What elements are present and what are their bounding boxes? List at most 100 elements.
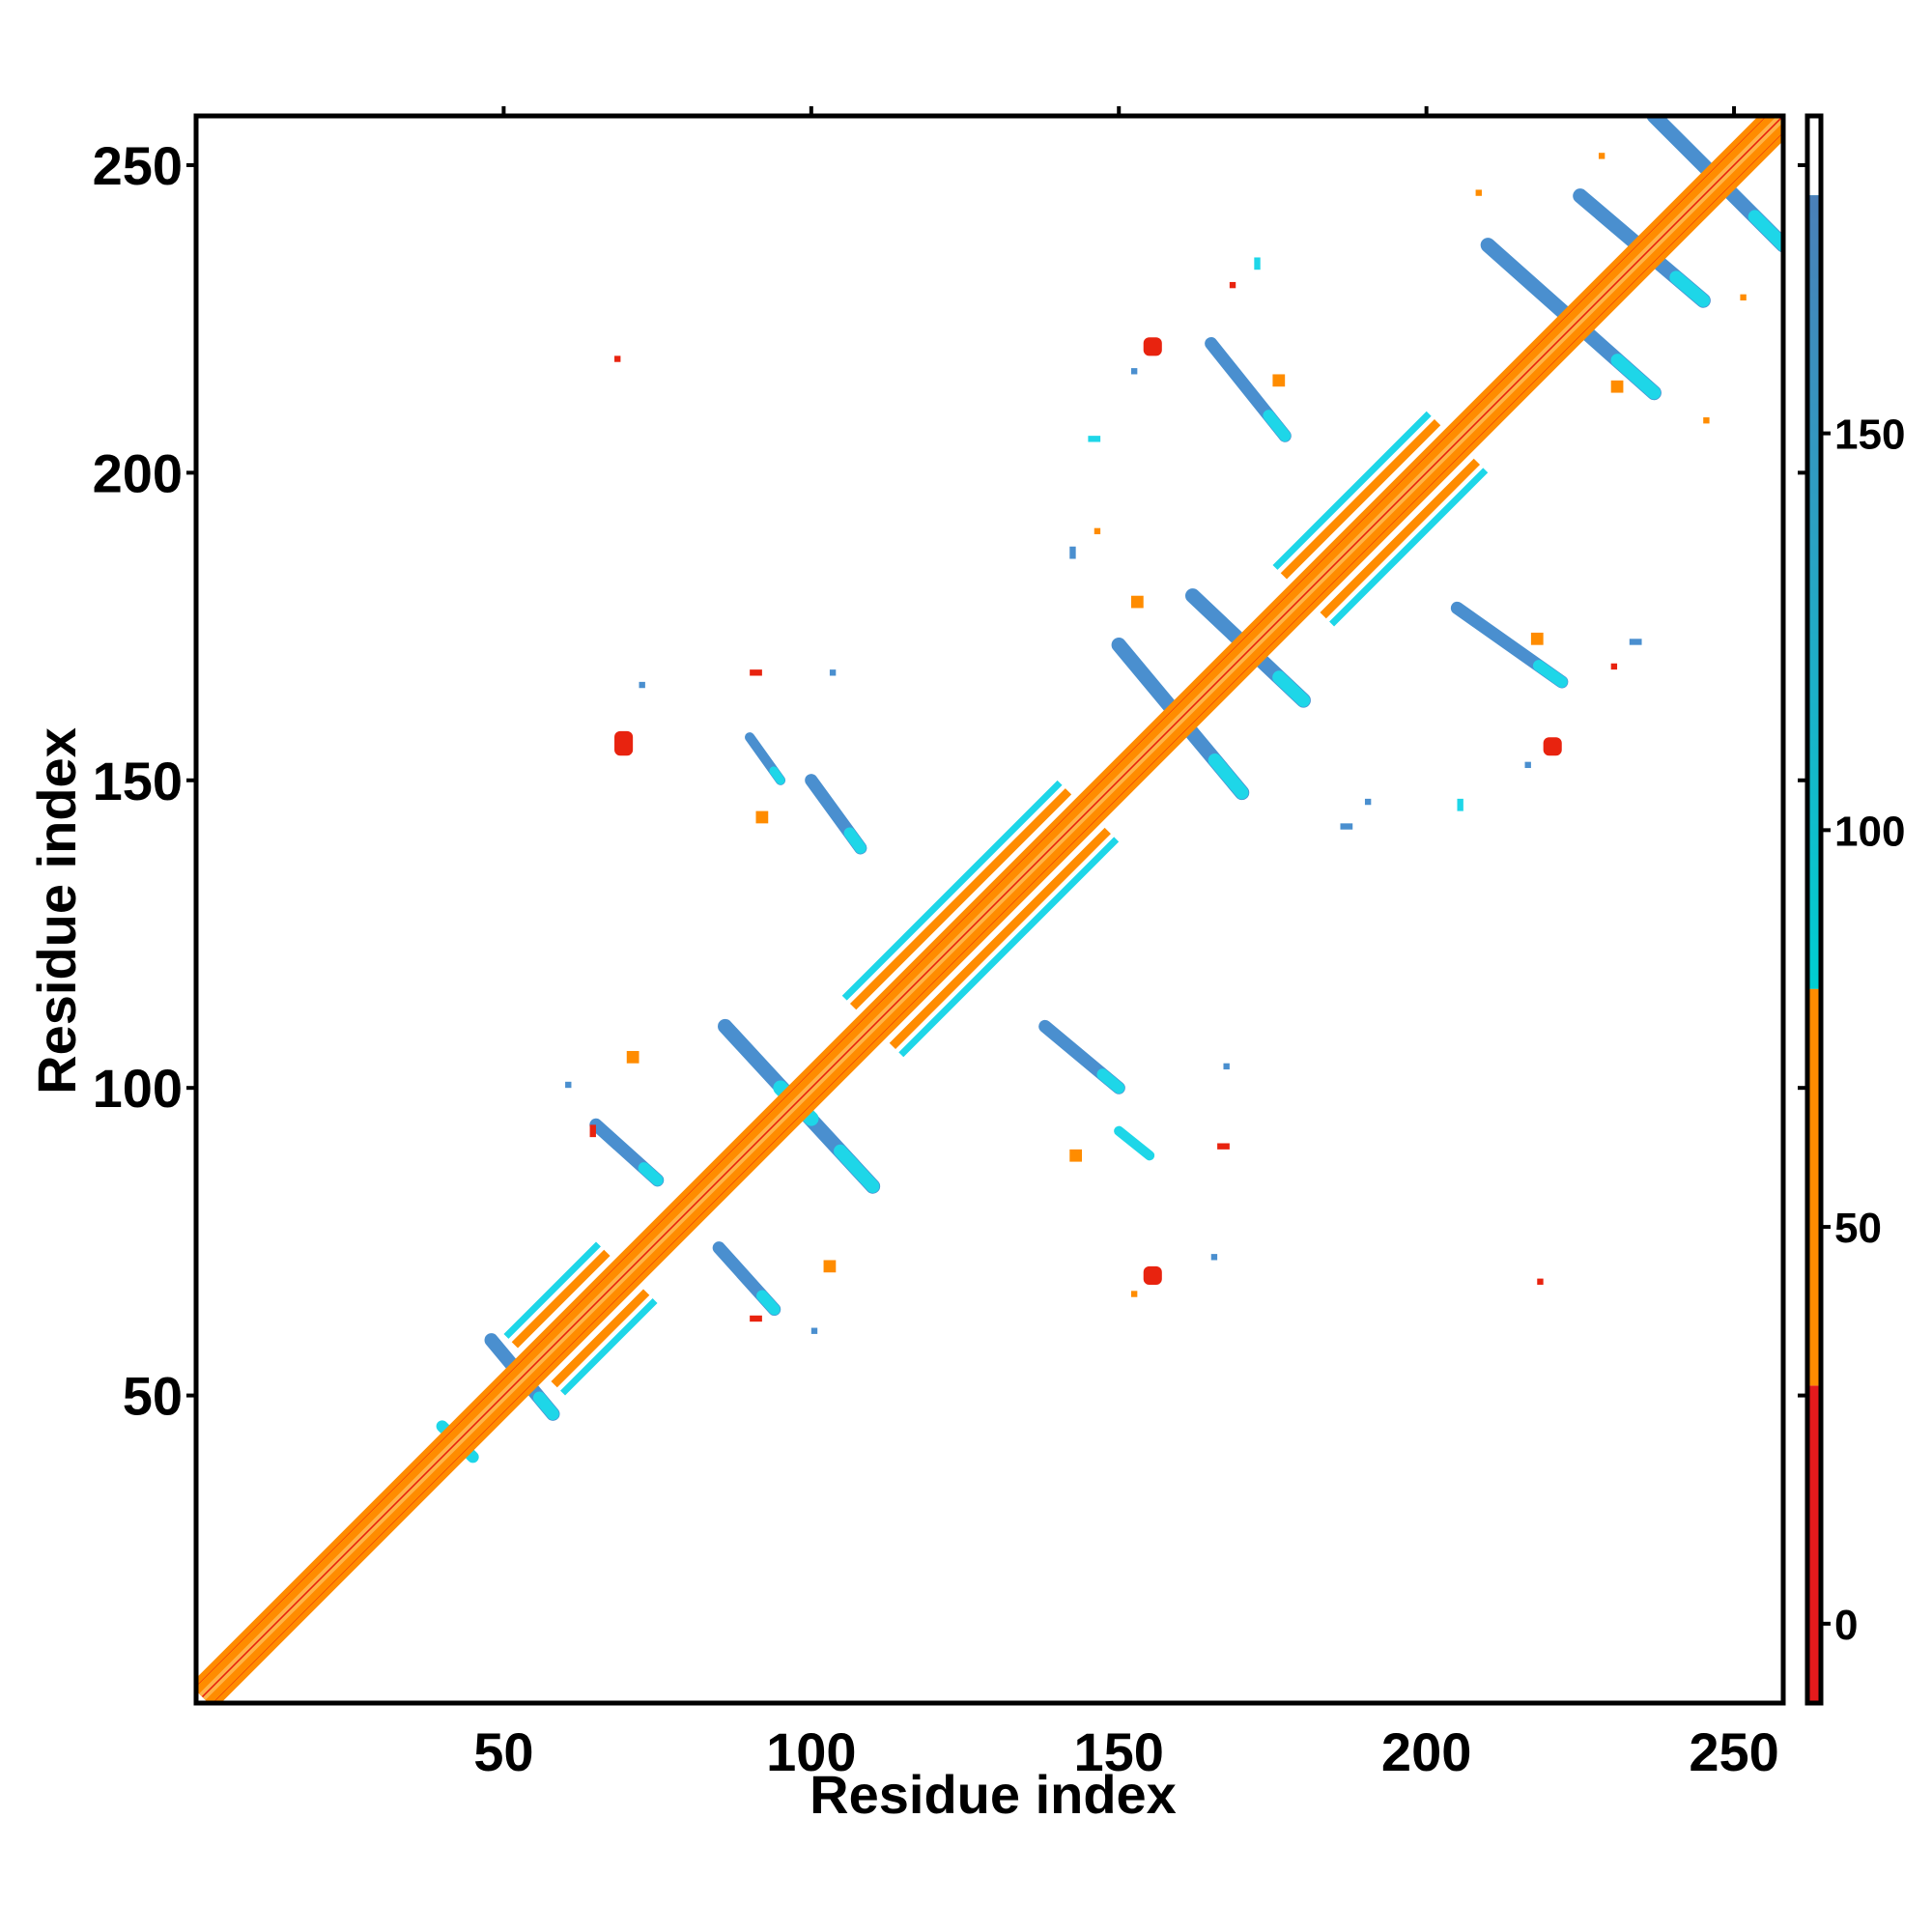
- colorbar: 0 50 100 150: [1798, 113, 1905, 1706]
- y-tick-label: 50: [123, 1366, 183, 1427]
- contact-point: [1530, 632, 1544, 645]
- contact-strip-end: [1208, 753, 1249, 800]
- contact-strip-end: [1669, 270, 1711, 307]
- diagonal-band: [196, 116, 1777, 1694]
- diagonal-band: [196, 116, 1783, 1703]
- colorbar-tick-label: 50: [1834, 1205, 1882, 1252]
- contact-point: [1740, 294, 1747, 301]
- diagonal-band: [202, 117, 1783, 1700]
- contact-point: [1537, 1278, 1544, 1285]
- contact-point: [626, 1050, 639, 1064]
- helix-band-outer: [841, 780, 1063, 1001]
- x-axis-label: Residue index: [810, 1764, 1177, 1825]
- contact-point: [639, 681, 645, 689]
- contact-point: [1629, 639, 1642, 645]
- diagonal-band: [213, 132, 1783, 1703]
- helix-band-outer: [503, 1241, 601, 1339]
- contact-strip-end: [769, 766, 785, 785]
- contact-point: [1457, 798, 1463, 811]
- helix-band: [1320, 458, 1481, 619]
- contact-point: [1610, 380, 1624, 393]
- colorbar-gradient-band: [1807, 195, 1821, 989]
- diagonal-band: [199, 116, 1782, 1697]
- colorbar-band: [1807, 988, 1821, 1386]
- contact-point: [1143, 337, 1162, 356]
- contact-point: [1229, 281, 1236, 289]
- x-tick-label: 200: [1381, 1721, 1471, 1782]
- diagonal-band: [205, 122, 1783, 1703]
- colorbar-tick-label: 100: [1834, 808, 1905, 855]
- y-tick-label: 150: [93, 751, 183, 811]
- colorbar-frame: [1804, 113, 1824, 1706]
- contact-point: [1223, 1063, 1230, 1070]
- contact-point: [589, 1124, 596, 1138]
- axes: 50 100 150 200 250 50 100 150 200 250: [93, 106, 1786, 1782]
- helix-band-outer: [1329, 468, 1489, 627]
- y-tick-label: 200: [93, 442, 183, 503]
- contact-point: [1703, 417, 1710, 424]
- contact-point: [1094, 527, 1101, 535]
- contact-point: [1543, 737, 1562, 756]
- x-tick-label: 50: [473, 1721, 533, 1782]
- contact-strip-end: [756, 1290, 781, 1316]
- x-tick-label: 100: [766, 1721, 856, 1782]
- contact-point: [755, 810, 769, 824]
- contact-strip-end: [638, 1162, 664, 1186]
- contact-point: [614, 730, 634, 756]
- helix-band: [849, 788, 1072, 1010]
- contact-point: [614, 355, 621, 362]
- contact-point: [1143, 1265, 1162, 1285]
- contact-point: [750, 669, 762, 676]
- helix-band: [551, 1289, 650, 1388]
- colorbar-tick-label: 150: [1834, 412, 1905, 459]
- contact-strip-end: [1610, 354, 1662, 400]
- contact-point: [1340, 823, 1353, 830]
- contact-point: [1610, 663, 1618, 670]
- contact-point: [1130, 368, 1138, 375]
- contact-point: [1130, 595, 1144, 609]
- plot-area: [196, 116, 1783, 1703]
- contact-point: [1475, 189, 1482, 196]
- contact-point: [1088, 436, 1101, 442]
- contact-point: [1069, 546, 1076, 559]
- contact-strip-end: [1138, 1146, 1154, 1160]
- x-tick-label: 250: [1689, 1721, 1778, 1782]
- contact-point: [750, 1315, 762, 1322]
- helix-band: [511, 1249, 611, 1349]
- helix-band-outer: [898, 837, 1120, 1058]
- y-tick-label: 100: [93, 1058, 183, 1119]
- y-axis-label: Residue index: [26, 727, 87, 1094]
- contact-point: [829, 669, 837, 676]
- y-tick-label: 250: [93, 135, 183, 196]
- contact-point: [1210, 1254, 1218, 1261]
- contact-point: [1364, 798, 1372, 806]
- contact-point: [1254, 257, 1261, 270]
- contact-point: [1217, 1143, 1230, 1150]
- contact-point: [1130, 1291, 1138, 1297]
- contact-strip-end: [834, 1144, 880, 1193]
- contact-point: [1272, 374, 1286, 387]
- colorbar-band: [1807, 1385, 1821, 1703]
- helix-band: [889, 827, 1111, 1050]
- contact-strip-end: [1532, 660, 1568, 688]
- helix-band-outer: [1272, 411, 1432, 570]
- x-tick-label: 150: [1074, 1721, 1164, 1782]
- contact-point: [1598, 153, 1605, 159]
- contact-strip-end: [1263, 410, 1292, 442]
- diagonal-band: [196, 116, 1767, 1687]
- contact-point: [565, 1081, 572, 1089]
- contact-point: [823, 1260, 837, 1273]
- colorbar-tick-label: 0: [1834, 1602, 1858, 1649]
- plot-frame: [193, 113, 1786, 1706]
- plot-content: [196, 116, 1783, 1703]
- contact-strip-end: [1272, 670, 1311, 707]
- contact-strip-end: [843, 827, 867, 854]
- contact-point: [1524, 761, 1531, 769]
- helix-band: [1280, 418, 1441, 580]
- contact-strip-end: [532, 1391, 559, 1421]
- contact-point: [1069, 1149, 1083, 1162]
- contact-strip-end: [1747, 210, 1783, 252]
- contact-strip-end: [1096, 1068, 1125, 1094]
- colorbar-band: [1807, 116, 1821, 196]
